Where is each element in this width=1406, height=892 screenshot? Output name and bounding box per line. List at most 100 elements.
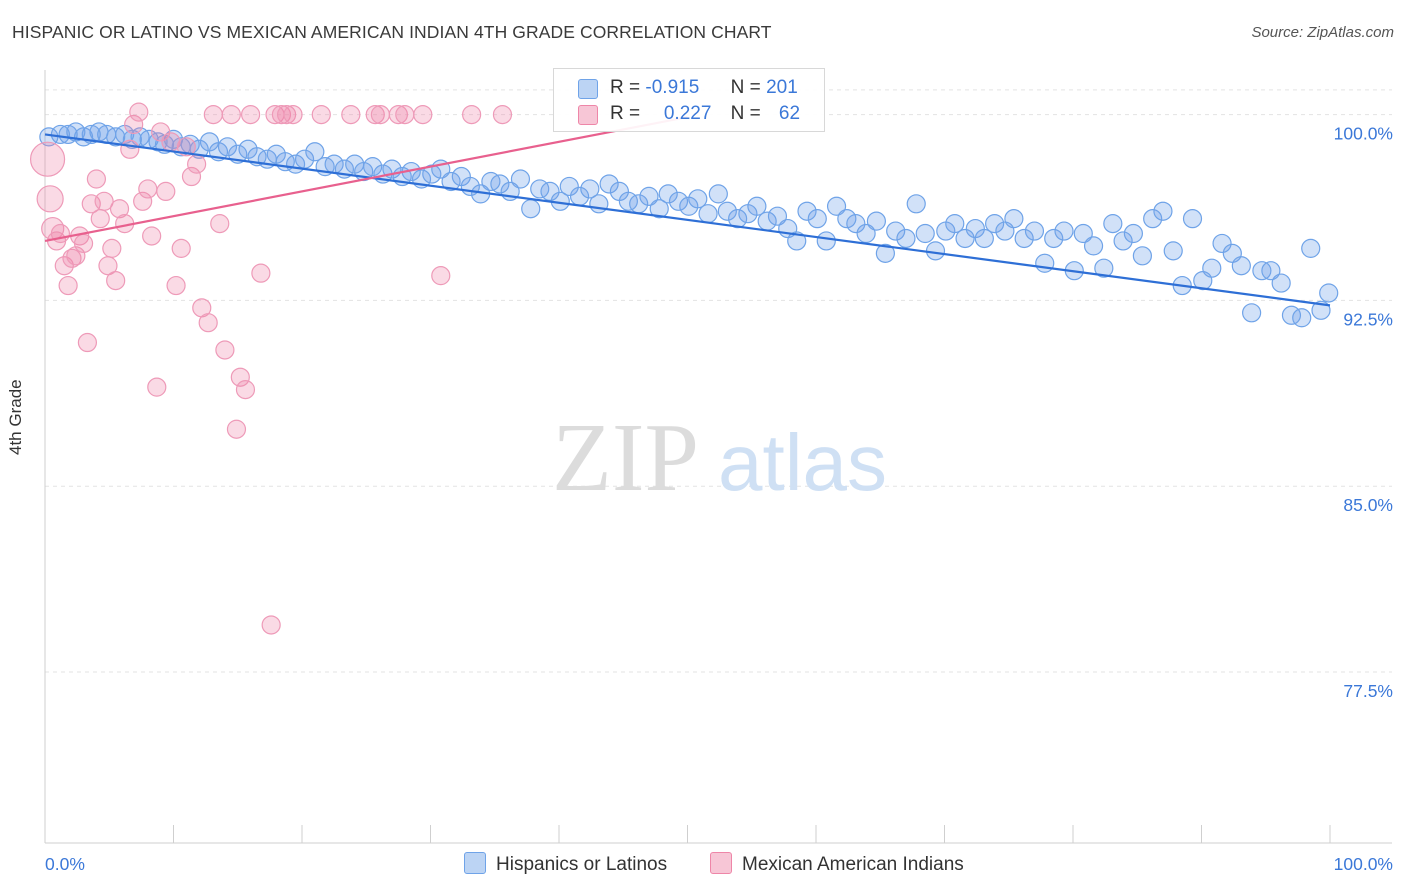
mexican-american-indian-point-10 — [73, 233, 94, 254]
mexican-american-indian-point-43 — [230, 367, 250, 387]
correlation-legend: R = -0.915 N = 201 R = 0.227 N = 62 — [553, 68, 825, 132]
hispanic-point-66 — [658, 184, 678, 204]
x-tick-label-1: 100.0% — [1334, 854, 1393, 874]
hispanic-point-52 — [521, 199, 541, 219]
hispanic-point-81 — [807, 209, 827, 229]
hispanic-point-67 — [668, 191, 689, 211]
hispanic-point-103 — [1024, 221, 1045, 241]
hispanic-point-121 — [1202, 258, 1222, 278]
mexican-american-indian-point-40 — [215, 340, 235, 360]
mexican-american-indian-point-61 — [492, 104, 513, 125]
hispanic-point-86 — [856, 223, 876, 244]
mexican-american-indian-point-34 — [181, 166, 202, 187]
legend-r-value-hispanic: -0.915 — [645, 77, 700, 98]
hispanic-point-124 — [1231, 256, 1251, 276]
hispanic-point-116 — [1153, 201, 1173, 221]
mexican-american-indian-point-58 — [413, 104, 433, 125]
hispanic-point-60 — [599, 174, 619, 194]
hispanic-point-113 — [1123, 223, 1143, 244]
hispanic-point-98 — [974, 228, 994, 249]
mexican-american-indian-point-18 — [106, 270, 126, 291]
mexican-american-indian-point-33 — [176, 137, 196, 157]
hispanic-point-111 — [1103, 214, 1123, 234]
hispanic-point-75 — [747, 196, 767, 216]
hispanic-point-42 — [422, 164, 442, 184]
mexican-american-indian-point-26 — [142, 226, 162, 246]
hispanic-point-65 — [649, 199, 669, 219]
hispanic-point-84 — [837, 209, 857, 229]
mexican-american-indian-point-25 — [138, 179, 158, 199]
mexican-american-indian-point-57 — [395, 104, 415, 125]
hispanic-point-36 — [363, 157, 383, 177]
hispanic-point-30 — [305, 142, 325, 162]
mexican-american-indian-point-51 — [283, 104, 303, 125]
hispanic-point-115 — [1143, 209, 1163, 229]
mexican-american-indian-point-31 — [166, 275, 186, 296]
hispanic-point-21 — [217, 137, 238, 157]
hispanic-point-85 — [846, 214, 866, 234]
hispanic-point-128 — [1271, 273, 1291, 293]
hispanic-point-87 — [866, 211, 886, 231]
legend-r-value-mexican-american-indian: 0.227 — [663, 103, 712, 124]
mexican-american-indian-point-35 — [187, 154, 207, 174]
legend-r-label: R = — [610, 103, 641, 124]
chart-title: HISPANIC OR LATINO VS MEXICAN AMERICAN I… — [12, 22, 772, 42]
bottom-legend-swatch-mexican-american-indian — [710, 852, 732, 874]
hispanic-point-79 — [787, 231, 807, 251]
hispanic-point-4 — [73, 127, 94, 147]
hispanic-point-110 — [1094, 258, 1114, 278]
hispanic-point-106 — [1054, 221, 1074, 241]
mexican-american-indian-point-22 — [124, 114, 144, 135]
data-points — [29, 102, 1339, 635]
hispanic-point-77 — [767, 206, 788, 226]
hispanic-point-59 — [589, 194, 609, 214]
hispanic-point-56 — [559, 176, 579, 197]
hispanic-point-92 — [915, 223, 935, 244]
mexican-american-indian-point-39 — [210, 214, 230, 234]
trend-lines — [44, 115, 1331, 307]
watermark: ZIP atlas — [552, 404, 887, 512]
mexican-american-indian-point-0 — [29, 141, 66, 177]
hispanic-point-96 — [955, 228, 975, 249]
hispanic-point-112 — [1113, 231, 1133, 251]
y-tick-label-3: 100.0% — [1334, 124, 1393, 144]
mexican-american-indian-trend-line — [44, 115, 688, 243]
mexican-american-indian-point-29 — [156, 181, 176, 202]
mexican-american-indian-point-44 — [235, 380, 256, 400]
mexican-american-indian-point-60 — [462, 104, 482, 125]
mexican-american-indian-point-54 — [365, 104, 385, 125]
mexican-american-indian-point-24 — [133, 191, 153, 211]
hispanic-point-99 — [985, 214, 1005, 234]
source-label: Source: ZipAtlas.com — [1251, 24, 1394, 41]
hispanic-point-89 — [886, 221, 906, 241]
mexican-american-indian-point-46 — [251, 263, 271, 283]
bottom-legend-hispanic: Hispanics or Latinos — [464, 852, 667, 876]
mexican-american-indian-point-28 — [151, 122, 171, 142]
hispanic-point-119 — [1182, 209, 1203, 229]
y-tick-label-0: 77.5% — [1343, 681, 1393, 701]
hispanic-point-88 — [875, 243, 895, 263]
legend-n-value-hispanic: 201 — [766, 77, 798, 98]
hispanic-point-49 — [490, 174, 510, 194]
bottom-legend-label-mexican-american-indian: Mexican American Indians — [742, 854, 964, 875]
hispanic-point-133 — [1319, 283, 1339, 303]
hispanic-point-108 — [1073, 223, 1093, 244]
axes — [44, 70, 1392, 844]
hispanic-point-125 — [1242, 303, 1262, 323]
mexican-american-indian-point-15 — [94, 191, 114, 211]
watermark-zip: ZIP — [552, 404, 699, 512]
watermark-atlas: atlas — [718, 418, 887, 507]
mexican-american-indian-point-38 — [203, 104, 223, 125]
mexican-american-indian-point-27 — [147, 377, 167, 397]
hispanic-point-51 — [510, 169, 531, 189]
hispanic-point-93 — [925, 241, 946, 261]
x-tick-label-0: 0.0% — [45, 854, 85, 874]
hispanic-point-109 — [1083, 236, 1104, 256]
mexican-american-indian-point-50 — [276, 104, 297, 125]
hispanic-point-102 — [1014, 228, 1034, 249]
y-tick-labels: 77.5% 85.0% 92.5% 100.0% — [1334, 124, 1393, 701]
hispanic-point-70 — [698, 204, 718, 224]
mexican-american-indian-point-19 — [109, 199, 130, 219]
hispanic-point-127 — [1261, 261, 1281, 281]
mexican-american-indian-point-6 — [58, 275, 78, 296]
